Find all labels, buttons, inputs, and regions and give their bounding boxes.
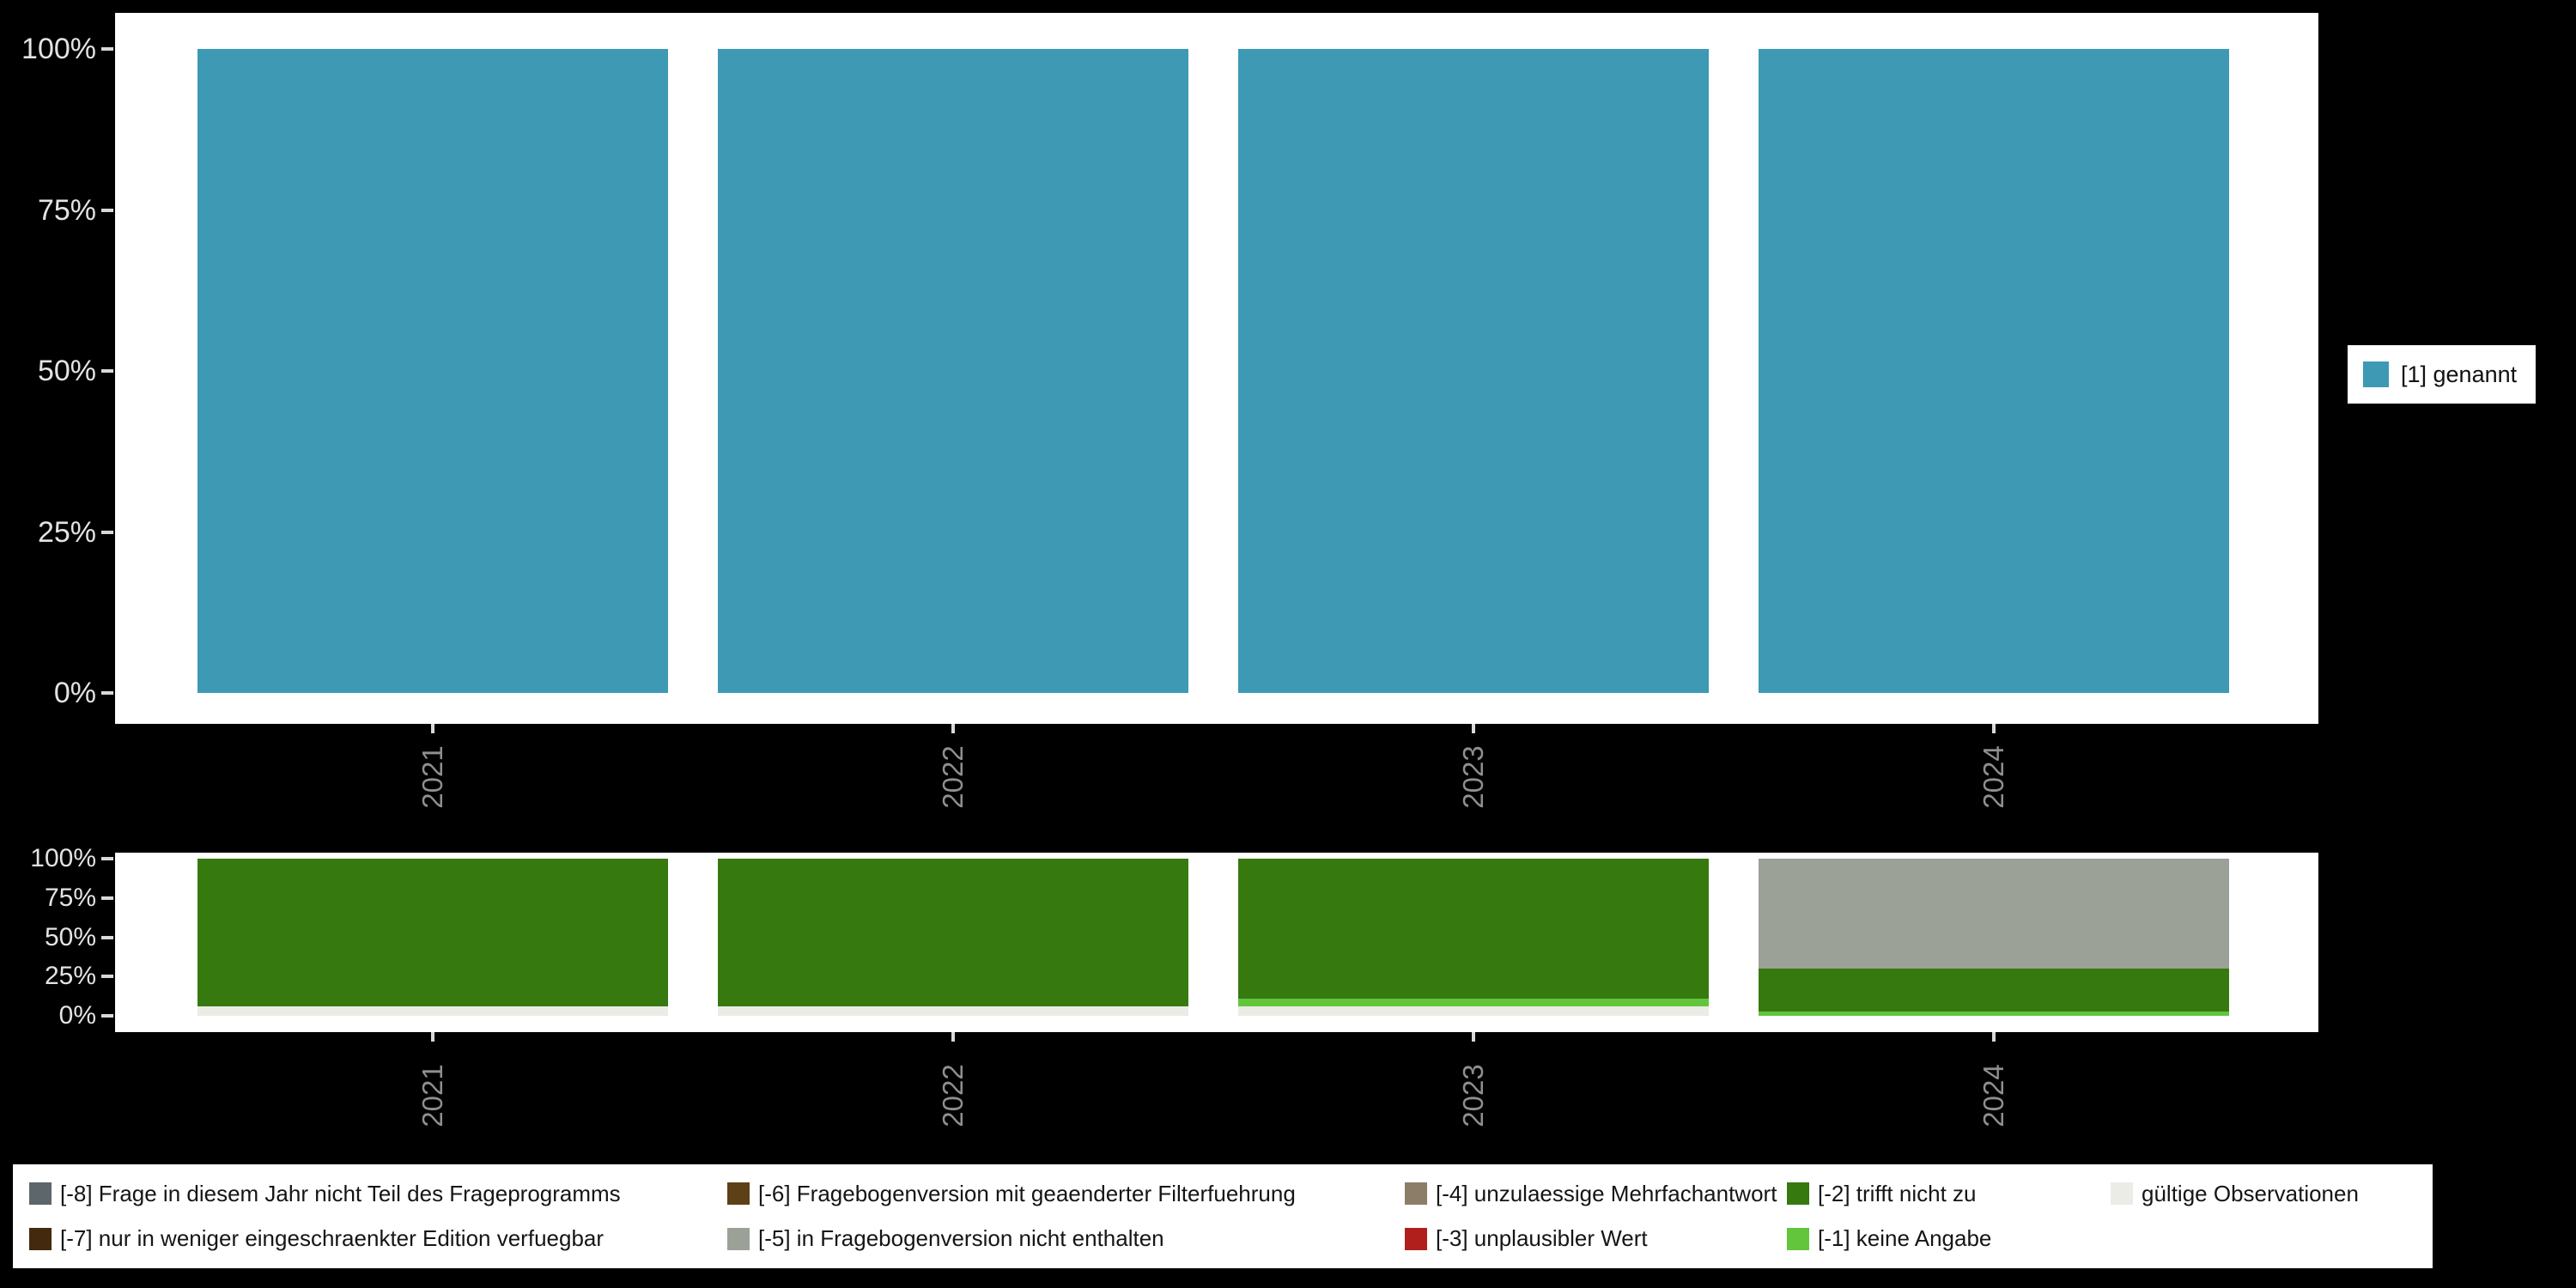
x-axis-tick-label: 2024	[1978, 745, 2009, 809]
legend-color-swatch	[1787, 1182, 1809, 1206]
legend-label: [-3] unplausibler Wert	[1436, 1225, 1648, 1252]
bar-segment	[1759, 49, 2229, 693]
legend-label: [-2] trifft nicht zu	[1818, 1180, 1977, 1206]
bar-segment	[718, 1006, 1188, 1016]
legend-color-swatch	[29, 1182, 52, 1206]
top-chart-legend: [1] genannt	[2348, 345, 2537, 404]
x-axis-tick	[951, 1032, 955, 1042]
x-axis-tick-label: 2023	[1457, 745, 1489, 809]
legend-color-swatch	[29, 1227, 52, 1250]
legend-color-swatch	[1405, 1182, 1427, 1206]
legend-item: [-6] Fragebogenversion mit geaenderter F…	[727, 1181, 1405, 1207]
x-axis-tick-label: 2021	[416, 745, 448, 809]
bar-segment	[1238, 859, 1709, 999]
legend-color-swatch	[1405, 1227, 1427, 1250]
y-axis-tick-label: 100%	[21, 33, 96, 65]
y-axis-tick-label: 100%	[30, 844, 96, 872]
y-axis-tick	[101, 935, 113, 939]
y-axis-tick	[101, 47, 113, 51]
missing-codes-legend: [-8] Frage in diesem Jahr nicht Teil des…	[13, 1164, 2433, 1268]
y-axis-tick-label: 75%	[37, 193, 96, 227]
legend-item: [-1] keine Angabe	[1787, 1225, 2111, 1252]
y-axis-tick	[101, 530, 113, 534]
y-axis-tick-label: 0%	[58, 1001, 96, 1030]
y-axis-tick-label: 75%	[44, 883, 96, 912]
bar-segment	[197, 49, 668, 693]
legend-label: [-8] Frage in diesem Jahr nicht Teil des…	[60, 1180, 621, 1206]
y-axis-tick	[101, 1014, 113, 1018]
y-axis-tick	[101, 691, 113, 695]
x-axis-tick	[1472, 724, 1475, 733]
legend-label: gültige Observationen	[2142, 1180, 2359, 1206]
legend-label: [-6] Fragebogenversion mit geaenderter F…	[758, 1180, 1296, 1206]
bar-segment	[1238, 1006, 1709, 1016]
x-axis-tick-label: 2022	[937, 745, 969, 809]
y-axis-tick	[101, 857, 113, 860]
legend-item: [-8] Frage in diesem Jahr nicht Teil des…	[29, 1181, 727, 1207]
x-axis-tick-label: 2024	[1978, 1064, 2009, 1127]
x-axis-tick	[1992, 724, 1996, 733]
y-axis-tick	[101, 208, 113, 212]
bar-segment	[1759, 1011, 2229, 1016]
legend-item: [-2] trifft nicht zu	[1787, 1181, 2111, 1207]
bar-segment	[1759, 969, 2229, 1012]
x-axis-tick-label: 2023	[1457, 1064, 1489, 1127]
legend-item: [-5] in Fragebogenversion nicht enthalte…	[727, 1225, 1405, 1252]
x-axis-tick-label: 2022	[937, 1064, 969, 1127]
legend-item: [-7] nur in weniger eingeschraenkter Edi…	[29, 1225, 727, 1252]
legend-label: [-5] in Fragebogenversion nicht enthalte…	[758, 1225, 1164, 1252]
y-axis-tick-label: 0%	[53, 677, 96, 709]
bar-segment	[718, 49, 1188, 693]
legend-color-swatch	[727, 1227, 750, 1250]
bar-segment	[1759, 859, 2229, 969]
legend-item: [-3] unplausibler Wert	[1405, 1225, 1787, 1252]
legend-color-swatch	[727, 1182, 750, 1206]
y-axis-tick	[101, 975, 113, 979]
x-axis-tick	[951, 724, 955, 733]
bar-segment	[1238, 49, 1709, 693]
legend-label: [-4] unzulaessige Mehrfachantwort	[1436, 1180, 1777, 1206]
y-axis-tick-label: 50%	[44, 922, 96, 951]
y-axis-tick	[101, 896, 113, 900]
legend-item: [-4] unzulaessige Mehrfachantwort	[1405, 1181, 1787, 1207]
y-axis-tick-label: 25%	[37, 515, 96, 549]
bar-segment	[718, 859, 1188, 1007]
x-axis-tick	[431, 1032, 434, 1042]
legend-color-swatch	[2111, 1182, 2133, 1206]
legend-label: [1] genannt	[2401, 361, 2518, 387]
y-axis-tick	[101, 369, 113, 373]
legend-item: gültige Observationen	[2111, 1181, 2433, 1207]
legend-label: [-7] nur in weniger eingeschraenkter Edi…	[60, 1225, 605, 1252]
x-axis-tick	[1472, 1032, 1475, 1042]
x-axis-tick	[431, 724, 434, 733]
bar-segment	[197, 859, 668, 1007]
bar-segment	[197, 1006, 668, 1016]
y-axis-tick-label: 50%	[37, 355, 96, 387]
x-axis-tick-label: 2021	[416, 1064, 448, 1127]
legend-label: [-1] keine Angabe	[1818, 1225, 1992, 1252]
legend-color-swatch	[1787, 1227, 1809, 1250]
x-axis-tick	[1992, 1032, 1996, 1042]
legend-color-swatch	[2363, 361, 2389, 387]
y-axis-tick-label: 25%	[44, 962, 96, 991]
bar-segment	[1238, 998, 1709, 1006]
